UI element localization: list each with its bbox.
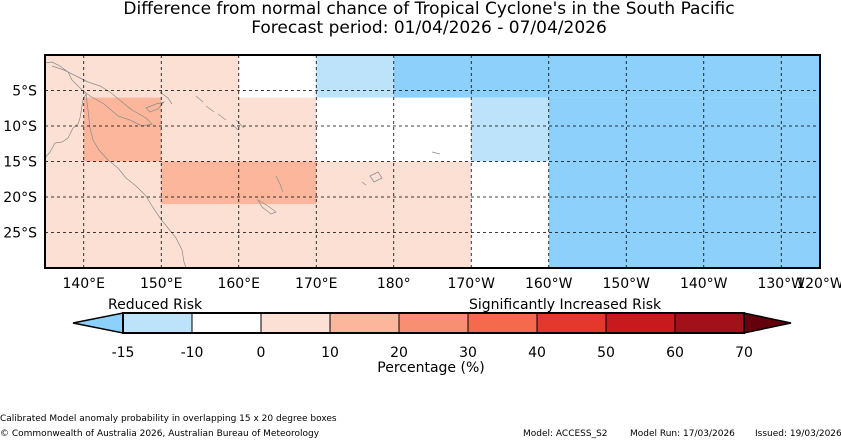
x-tick-label: 150°E (140, 276, 183, 292)
latitude-axis: 5°S 10°S 15°S 20°S 25°S (3, 84, 37, 242)
colorbar-tick-label: -10 (181, 345, 204, 361)
copyright: © Commonwealth of Australia 2026, Austra… (0, 429, 320, 439)
colorbar-tick-label: 40 (528, 345, 546, 361)
risk-box-6 (393, 55, 820, 98)
coastlines (44, 61, 441, 269)
model-run-date: Model Run: 17/03/2026 (630, 429, 735, 439)
y-tick-label: 10°S (3, 119, 37, 135)
colorbar-segment (536, 312, 607, 334)
colorbar-segment (605, 312, 676, 334)
colorbar-segment (467, 312, 538, 334)
colorbar-segment (329, 312, 400, 334)
increased-risk-label: Significantly Increased Risk (469, 297, 662, 313)
colorbar-extend-low (72, 312, 124, 334)
y-tick-label: 20°S (3, 190, 37, 206)
risk-box-7 (471, 97, 549, 162)
y-tick-label: 5°S (12, 84, 37, 100)
colorbar-tick-label: 10 (321, 345, 339, 361)
colorbar-segment (260, 312, 331, 334)
x-tick-label: 170°E (295, 276, 338, 292)
model-name: Model: ACCESS_S2 (523, 429, 608, 439)
x-tick-label: 150°W (602, 276, 650, 292)
methodology-note: Calibrated Model anomaly probability in … (0, 414, 337, 424)
colorbar-ticks: -15 -10 0 10 20 30 40 50 60 70 (112, 345, 753, 361)
risk-box-3 (83, 97, 162, 162)
colorbar-tick-label: 0 (257, 345, 266, 361)
colorbar-tick-label: 20 (390, 345, 408, 361)
issued-date: Issued: 19/03/2026 (755, 429, 841, 439)
colorbar-outline (122, 312, 745, 334)
x-tick-label: 160°W (525, 276, 573, 292)
x-tick-label: 160°E (217, 276, 260, 292)
colorbar-segment (398, 312, 469, 334)
longitude-axis: 140°E 150°E 160°E 170°E 180° 170°W 160°W 150°W 1… (62, 276, 841, 292)
x-tick-label: 140°E (62, 276, 105, 292)
risk-box-2 (316, 161, 472, 268)
colorbar-tick-label: 30 (459, 345, 477, 361)
colorbar-extend-high (743, 312, 792, 334)
x-tick-label: 120°W (796, 276, 841, 292)
x-tick-label: 130°W (757, 276, 805, 292)
y-tick-label: 25°S (3, 226, 37, 242)
colorbar-segment (674, 312, 745, 334)
colorbar-tick-label: 60 (666, 345, 684, 361)
colorbar-axis-label: Percentage (%) (377, 360, 484, 376)
x-tick-label: 170°W (447, 276, 495, 292)
y-tick-label: 15°S (3, 155, 37, 171)
map-frame (44, 54, 821, 269)
colorbar-segment (122, 312, 193, 334)
reduced-risk-label: Reduced Risk (108, 297, 203, 313)
colorbar-tick-label: -15 (112, 345, 135, 361)
forecast-period: Forecast period: 01/04/2026 - 07/04/2026 (251, 18, 607, 38)
risk-box-8 (548, 97, 820, 268)
colorbar-tick-label: 50 (597, 345, 615, 361)
colorbar-tick-label: 70 (735, 345, 753, 361)
colorbar-segment (191, 312, 262, 334)
colorbar (72, 312, 792, 334)
map-title: Difference from normal chance of Tropica… (123, 0, 735, 19)
x-tick-label: 180° (377, 276, 411, 292)
risk-box-5 (316, 55, 394, 98)
x-tick-label: 140°W (680, 276, 728, 292)
